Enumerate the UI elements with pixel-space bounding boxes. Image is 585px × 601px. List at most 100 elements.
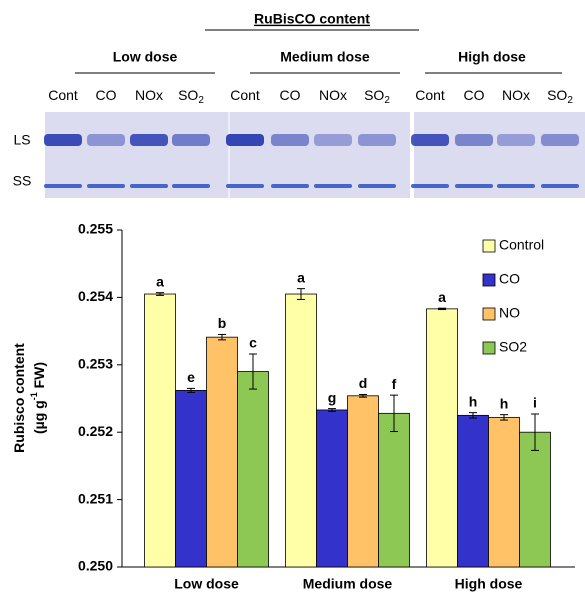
significance-letter: f (392, 376, 397, 392)
lane-label: Cont (230, 87, 260, 103)
ls-band (358, 134, 396, 146)
y-label-text: Rubisco content (11, 343, 27, 453)
ss-band (130, 184, 168, 188)
lane-label-text: NOx (135, 87, 163, 103)
bar (379, 413, 410, 567)
y-unit-sup: -1 (29, 392, 39, 400)
ls-band (130, 134, 168, 146)
ls-band (314, 134, 352, 146)
lane-label-text: Cont (230, 87, 260, 103)
bar (489, 417, 520, 567)
ls-band (226, 134, 264, 146)
significance-letter: a (156, 273, 164, 289)
lane-label-text: Cont (48, 87, 78, 103)
ss-band (44, 184, 82, 188)
lane-label-text: Cont (415, 87, 445, 103)
lane-label: SO2 (547, 87, 573, 106)
bar (348, 396, 379, 567)
significance-letter: g (328, 389, 337, 405)
bar (458, 415, 489, 567)
lane-label: Cont (48, 87, 78, 103)
x-tick-label: Low dose (174, 576, 239, 592)
ss-band (271, 184, 309, 188)
legend-swatch (483, 308, 495, 320)
significance-letter: h (500, 395, 509, 411)
ls-band (497, 134, 535, 146)
y-tick-label: 0.255 (78, 221, 113, 237)
legend-swatch (483, 274, 495, 286)
legend-swatch (483, 342, 495, 354)
ss-band (497, 184, 535, 188)
bar (145, 294, 176, 567)
y-tick-label: 0.252 (78, 423, 113, 439)
ls-band (44, 134, 82, 146)
ls-band (455, 134, 493, 146)
ss-band (87, 184, 125, 188)
ss-band (411, 184, 449, 188)
x-tick-label: Medium dose (303, 576, 393, 592)
figure: RuBisCO content Low doseMedium doseHigh … (0, 0, 585, 596)
ss-band (455, 184, 493, 188)
significance-letter: d (359, 375, 368, 391)
dose-header: Medium dose (280, 49, 370, 65)
lane-label-text: CO (96, 87, 117, 103)
bar (207, 337, 238, 567)
y-unit-text: (µg g (31, 400, 47, 434)
ss-band (172, 184, 210, 188)
y-unit-text: FW) (31, 362, 47, 392)
bar (427, 309, 458, 567)
lane-label-text: CO (464, 87, 485, 103)
y-tick-label: 0.251 (78, 490, 113, 506)
dose-header: Low dose (113, 49, 178, 65)
legend-label: Control (499, 237, 544, 253)
lane-label-text: NOx (502, 87, 530, 103)
significance-letter: h (469, 393, 478, 409)
lane-label-text: SO (547, 87, 567, 103)
lane-label: NOx (319, 87, 347, 103)
y-tick-label: 0.254 (78, 288, 113, 304)
lane-label-sub: 2 (198, 95, 204, 106)
legend-label: CO (499, 271, 520, 287)
significance-letter: a (297, 269, 305, 285)
y-axis-label: Rubisco content (11, 343, 27, 453)
bar (238, 372, 269, 567)
significance-letter: i (533, 395, 537, 411)
ls-band (411, 134, 449, 146)
significance-letter: c (249, 335, 257, 351)
lane-label: SO2 (364, 87, 390, 106)
ls-band (541, 134, 579, 146)
legend-label: NO (499, 305, 520, 321)
significance-letter: b (218, 315, 227, 331)
legend-label: SO2 (499, 339, 527, 355)
y-tick-label: 0.250 (78, 558, 113, 574)
dose-header: High dose (458, 49, 526, 65)
lane-label: CO (96, 87, 117, 103)
bar (317, 410, 348, 567)
lane-label-text: CO (280, 87, 301, 103)
lane-label-sub: 2 (384, 95, 390, 106)
ss-band (541, 184, 579, 188)
lane-label: Cont (415, 87, 445, 103)
lane-label-text: SO (364, 87, 384, 103)
lane-label: NOx (135, 87, 163, 103)
lane-label-text: NOx (319, 87, 347, 103)
lane-label: CO (280, 87, 301, 103)
ss-band (314, 184, 352, 188)
ls-band (271, 134, 309, 146)
row-label: LS (13, 132, 30, 148)
lane-label-text: SO (178, 87, 198, 103)
bar (520, 432, 551, 567)
significance-letter: a (438, 289, 446, 305)
x-tick-label: High dose (455, 576, 523, 592)
y-tick-label: 0.253 (78, 356, 113, 372)
ss-band (358, 184, 396, 188)
lane-label: NOx (502, 87, 530, 103)
lane-label: CO (464, 87, 485, 103)
lane-label: SO2 (178, 87, 204, 106)
ls-band (87, 134, 125, 146)
bar (286, 294, 317, 567)
significance-letter: e (187, 369, 195, 385)
y-axis-unit: (µg g-1 FW) (29, 362, 46, 434)
legend-swatch (483, 240, 495, 252)
ss-band (226, 184, 264, 188)
